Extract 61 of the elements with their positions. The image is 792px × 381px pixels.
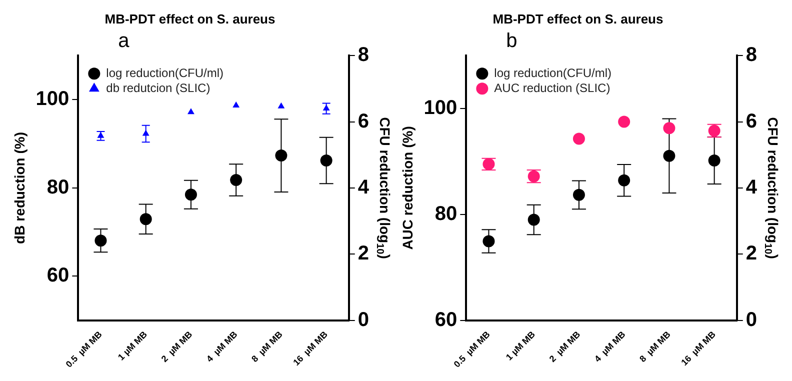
- point: [94, 234, 107, 247]
- point: [663, 150, 676, 162]
- chart-title: MB-PDT effect on S. aureus: [104, 11, 276, 26]
- y2-tick-label: 8: [358, 44, 369, 66]
- y-tick-label: 100: [424, 97, 458, 120]
- point: [140, 213, 152, 226]
- y2-tick-label: 0: [358, 308, 369, 331]
- point: [482, 235, 495, 248]
- y2-tick-label: 6: [358, 110, 369, 132]
- x-tick-label: 4 µM MB: [592, 328, 628, 364]
- legend-label: log reduction(CFU/ml): [106, 66, 224, 80]
- chart-title: MB-PDT effect on S. aureus: [492, 11, 664, 26]
- x-tick-label: 1 µM MB: [504, 328, 538, 362]
- x-tick-label: 8 µM MB: [638, 328, 673, 364]
- point: [278, 102, 285, 108]
- y2-tick-label: 4: [746, 176, 758, 198]
- x-tick-label: 0.5 µM MB: [452, 328, 492, 370]
- legend-label: db redutcion (SLIC): [106, 80, 210, 95]
- point: [528, 214, 540, 226]
- point: [184, 188, 197, 201]
- point: [142, 130, 150, 136]
- point: [320, 154, 332, 167]
- x-tick-label: 4 µM MB: [204, 328, 240, 364]
- point: [572, 132, 585, 145]
- point: [618, 116, 630, 128]
- y2-tick-label: 8: [746, 44, 757, 66]
- y2-tick-label: 2: [358, 242, 369, 265]
- y-tick-label: 80: [46, 176, 70, 198]
- x-tick-label: 2 µM MB: [159, 328, 194, 364]
- x-tick-label: 16 µM MB: [291, 328, 330, 368]
- y2-tick-label: 4: [358, 176, 370, 198]
- y2-tick-label: 6: [746, 110, 757, 132]
- x-tick-label: 0.5 µM MB: [64, 328, 104, 370]
- point: [322, 104, 330, 111]
- x-tick-label: 8 µM MB: [250, 328, 285, 364]
- point: [708, 154, 720, 167]
- point: [232, 101, 240, 108]
- y-tick-label: 60: [434, 308, 458, 331]
- x-tick-label: 16 µM MB: [679, 328, 718, 368]
- point: [618, 174, 630, 186]
- point: [188, 108, 194, 114]
- text: b: [506, 30, 518, 52]
- point: [572, 188, 585, 201]
- y2-tick-label: 2: [746, 242, 757, 265]
- point: [663, 122, 676, 134]
- legend-label: log reduction(CFU/ml): [494, 66, 612, 80]
- point: [275, 150, 288, 162]
- text: a: [118, 30, 130, 52]
- y-tick-label: 60: [46, 264, 70, 287]
- y2-axis-title: CFU reduction (log10): [762, 117, 781, 259]
- point: [230, 174, 242, 186]
- y-axis-title: dB reduction (%): [11, 132, 28, 244]
- y-tick-label: 100: [36, 88, 70, 110]
- x-tick-label: 2 µM MB: [547, 328, 582, 364]
- point: [97, 132, 104, 138]
- y-tick-label: 80: [434, 202, 458, 225]
- y2-tick-label: 0: [746, 308, 757, 331]
- y2-axis-title: CFU reduction (log10): [374, 117, 393, 259]
- y-axis-title: AUC reduction (%): [399, 126, 416, 250]
- x-tick-label: 1 µM MB: [116, 328, 150, 362]
- legend-label: AUC reduction (SLIC): [494, 80, 610, 95]
